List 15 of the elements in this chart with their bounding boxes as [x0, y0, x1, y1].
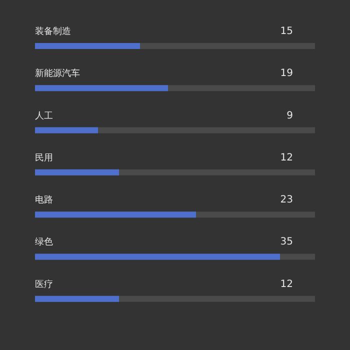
data-label: 23 [280, 194, 293, 206]
data-label: 9 [286, 110, 293, 122]
bar [35, 127, 98, 134]
y-tick-label: 民用 [35, 152, 53, 164]
y-tick-label: 绿色 [35, 236, 53, 248]
data-label: 19 [280, 68, 293, 80]
data-label: 12 [280, 152, 293, 164]
data-label: 12 [280, 278, 293, 290]
y-tick-label: 新能源汽车 [35, 68, 80, 80]
data-label: 15 [280, 26, 293, 37]
y-tick-label: 人工 [35, 110, 53, 122]
y-tick-label: 装备制造 [35, 26, 71, 37]
data-label: 35 [280, 236, 293, 248]
y-tick-label: 医疗 [35, 278, 53, 290]
y-tick-label: 电路 [35, 194, 53, 206]
